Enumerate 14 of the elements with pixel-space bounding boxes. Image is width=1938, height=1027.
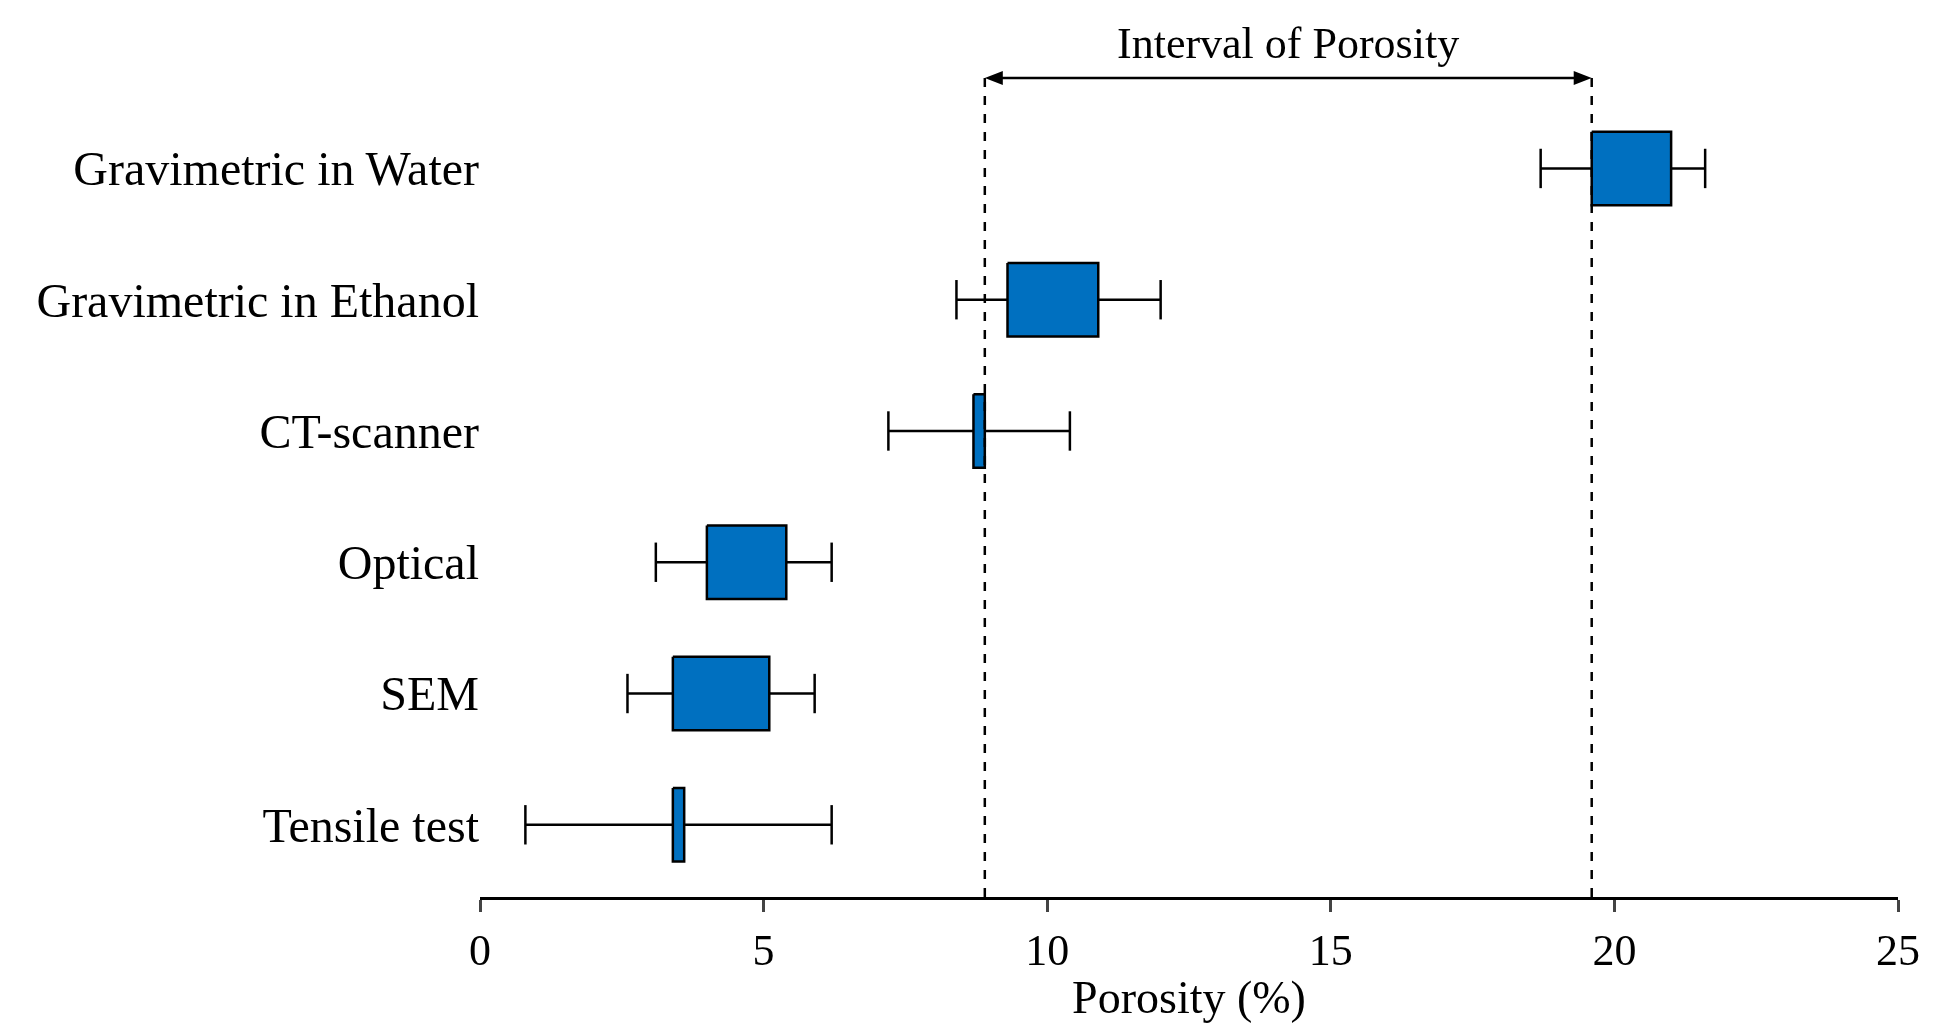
y-tick-label: Gravimetric in Ethanol bbox=[36, 273, 479, 327]
x-tick-label: 10 bbox=[1025, 925, 1070, 975]
x-axis-title: Porosity (%) bbox=[1072, 972, 1306, 1024]
y-tick-label: Gravimetric in Water bbox=[73, 142, 480, 196]
y-tick-label: SEM bbox=[380, 667, 479, 721]
x-tick-label: 5 bbox=[752, 925, 775, 975]
y-tick-label: Optical bbox=[337, 536, 479, 590]
y-tick-label: Tensile test bbox=[262, 798, 480, 852]
x-tick-label: 0 bbox=[469, 925, 491, 975]
x-tick-label: 20 bbox=[1592, 925, 1637, 975]
x-tick-label: 25 bbox=[1876, 925, 1920, 975]
y-tick-label: CT-scanner bbox=[259, 404, 480, 458]
x-tick-label: 15 bbox=[1308, 925, 1353, 975]
text: Interval of Porosity bbox=[1117, 19, 1460, 68]
